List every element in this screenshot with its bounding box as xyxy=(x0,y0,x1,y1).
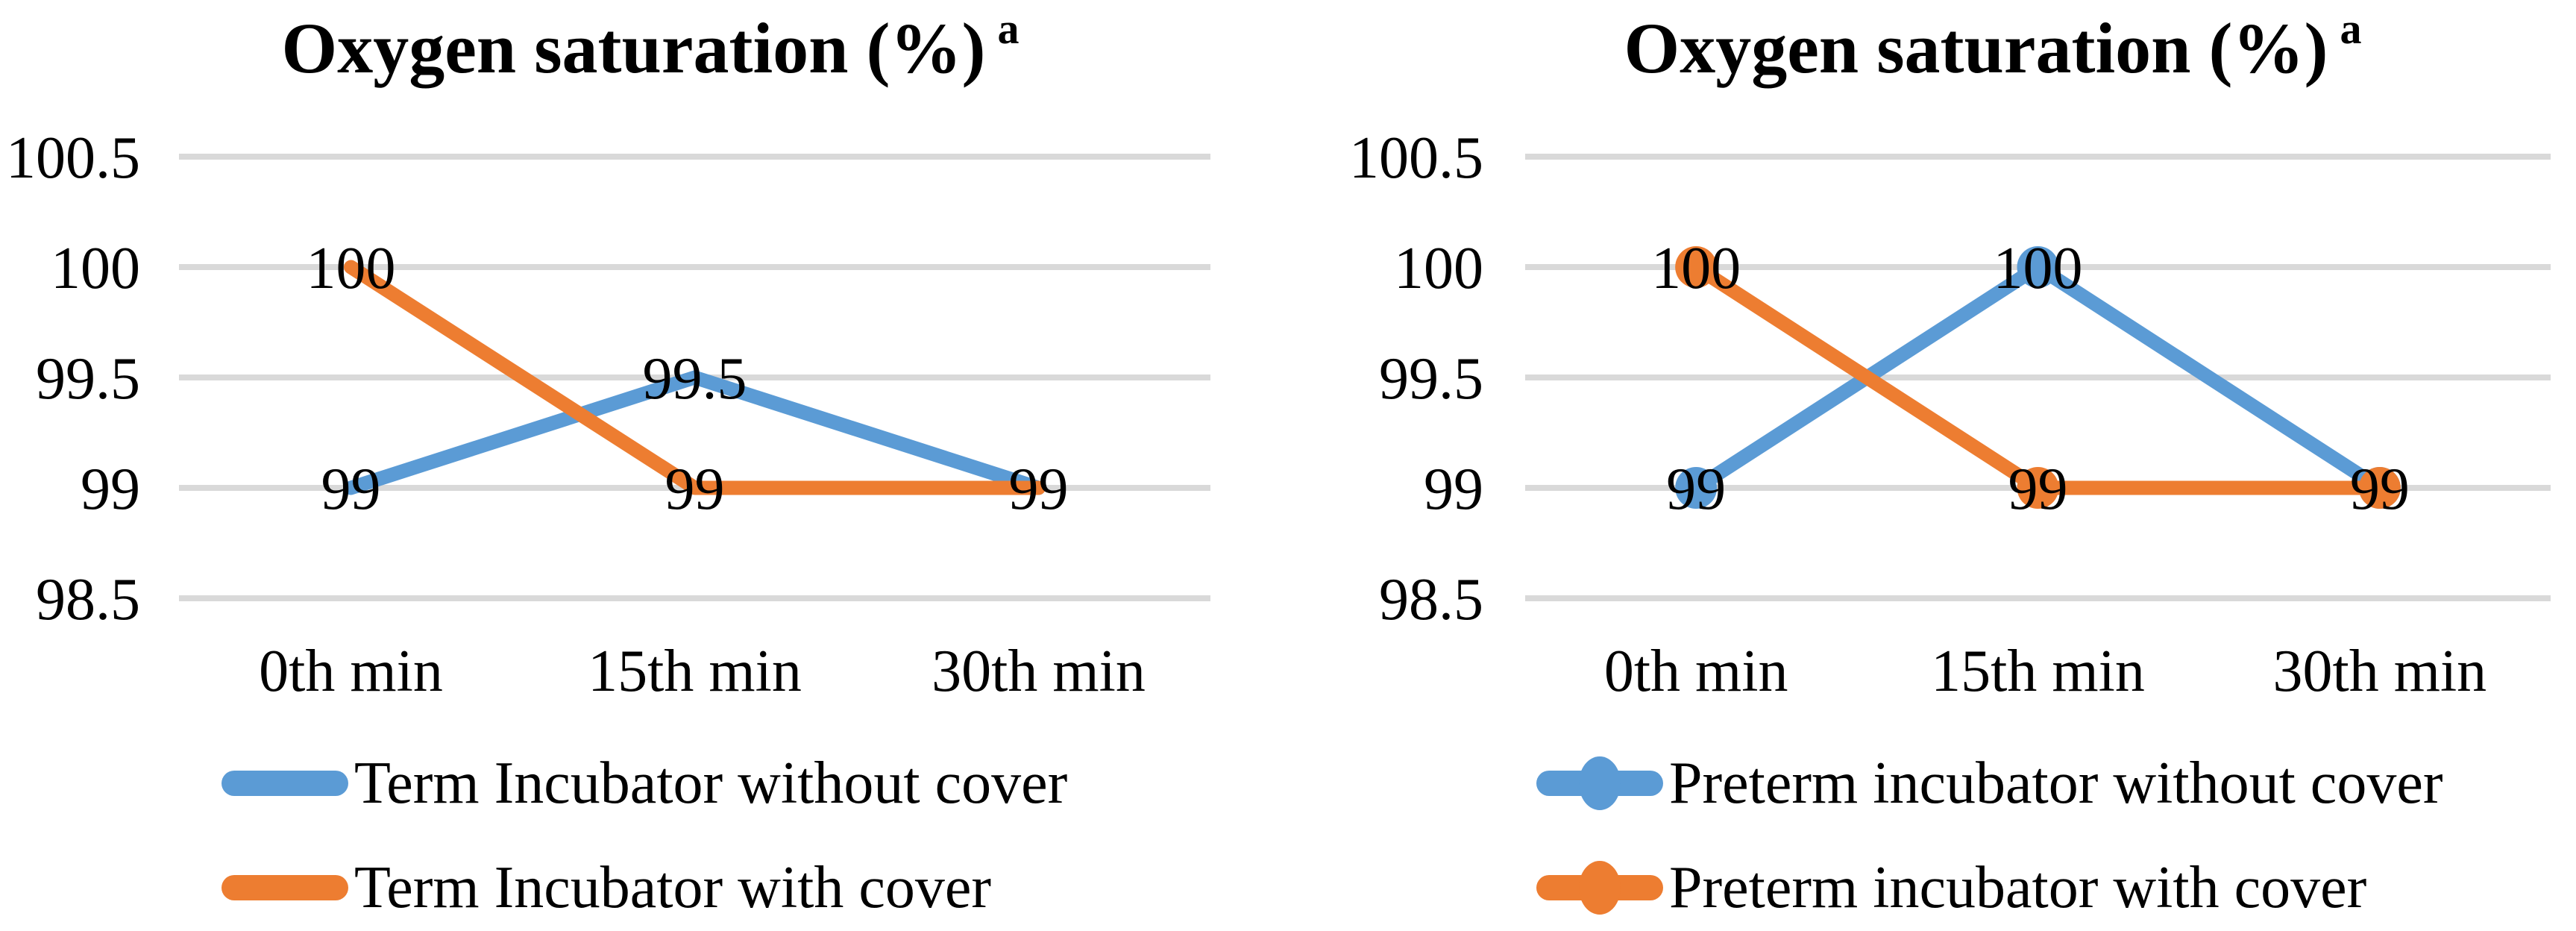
y-axis-tick-label: 98.5 xyxy=(1379,567,1483,633)
legend-line-swatch xyxy=(222,853,348,923)
data-point-label: 99 xyxy=(2350,457,2410,522)
series-line-1 xyxy=(344,260,1046,495)
series-marker-1 xyxy=(1675,246,1718,288)
plot-svg: 100.5 100 99.5 99 98.5 0th min 15th min 30th mi… xyxy=(6,125,1210,704)
y-axis-tick-label: 100.5 xyxy=(1349,125,1483,191)
legend-line-sample xyxy=(222,875,348,900)
series-marker-1 xyxy=(2358,467,2401,509)
data-point-label: 99 xyxy=(321,457,381,522)
chart-title: Oxygen saturation (%) a xyxy=(281,7,1020,88)
legend-line-swatch xyxy=(222,748,348,818)
chart-title-superscript: a xyxy=(997,4,1020,53)
legend-label: Term Incubator without cover xyxy=(354,750,1068,816)
data-point-label: 99 xyxy=(1009,457,1069,522)
legend-marker-sample xyxy=(1579,756,1621,810)
chart-title: Oxygen saturation (%) a xyxy=(1624,7,2362,88)
y-axis-tick-label: 100 xyxy=(1394,236,1483,301)
y-axis-tick-label: 99.5 xyxy=(1379,346,1483,412)
legend-label: Preterm incubator without cover xyxy=(1669,750,2443,816)
legend-item-1: Preterm incubator with cover xyxy=(1536,853,2443,923)
data-point-label: 100 xyxy=(1651,236,1741,301)
data-point-label: 100 xyxy=(307,236,396,301)
x-axis-category-label: 30th min xyxy=(932,639,1146,704)
x-axis-category-label: 15th min xyxy=(588,639,802,704)
chart-preterm-incubators: Oxygen saturation (%) a 100.5 100 99.5 99 98.… xyxy=(1288,0,2576,931)
legend-line-swatch xyxy=(1536,853,1663,923)
legend-line-sample xyxy=(222,771,348,796)
y-axis-tick-label: 99 xyxy=(1424,457,1483,522)
y-axis-tick-label: 99.5 xyxy=(36,346,140,412)
data-point-label: 99.5 xyxy=(643,346,747,412)
legend-label: Preterm incubator with cover xyxy=(1669,855,2367,921)
chart-term-incubators: Oxygen saturation (%) a 100.5 100 99.5 99 98.… xyxy=(6,7,1210,923)
data-point-label: 99 xyxy=(2008,457,2068,522)
series-marker-1 xyxy=(2017,467,2059,509)
x-axis-category-label: 30th min xyxy=(2272,639,2487,704)
x-axis-category-label: 0th min xyxy=(1604,639,1788,704)
legend-item-1: Term Incubator with cover xyxy=(222,853,1067,923)
legend-item-0: Term Incubator without cover xyxy=(222,748,1067,818)
series-line-0 xyxy=(344,370,1046,495)
legend-item-0: Preterm incubator without cover xyxy=(1536,748,2443,818)
chart-title-text: Oxygen saturation (%) xyxy=(281,8,986,88)
legend-line-swatch xyxy=(1536,748,1663,818)
legend: Preterm incubator without cover Preterm i… xyxy=(1536,748,2443,923)
legend-marker-sample xyxy=(1579,861,1621,915)
y-axis-tick-label: 100 xyxy=(51,236,140,301)
x-axis-category-label: 0th min xyxy=(259,639,443,704)
legend-label: Term Incubator with cover xyxy=(354,855,992,921)
series-marker-0 xyxy=(1675,467,1718,509)
series-marker-0 xyxy=(2017,246,2059,288)
chart-title-superscript: a xyxy=(2340,4,2362,53)
data-point-label: 100 xyxy=(1994,236,2083,301)
y-axis-tick-label: 98.5 xyxy=(36,567,140,633)
legend: Term Incubator without cover Term Incubat… xyxy=(222,748,1067,923)
y-axis-tick-label: 100.5 xyxy=(6,125,140,191)
chart-title-text: Oxygen saturation (%) xyxy=(1624,8,2328,88)
data-point-label: 99 xyxy=(665,457,725,522)
data-point-label: 99 xyxy=(1666,457,1726,522)
x-axis-category-label: 15th min xyxy=(1931,639,2145,704)
y-axis-tick-label: 99 xyxy=(81,457,140,522)
plot-svg: 100.5 100 99.5 99 98.5 0th min 15th min 30th mi… xyxy=(1349,125,2551,704)
